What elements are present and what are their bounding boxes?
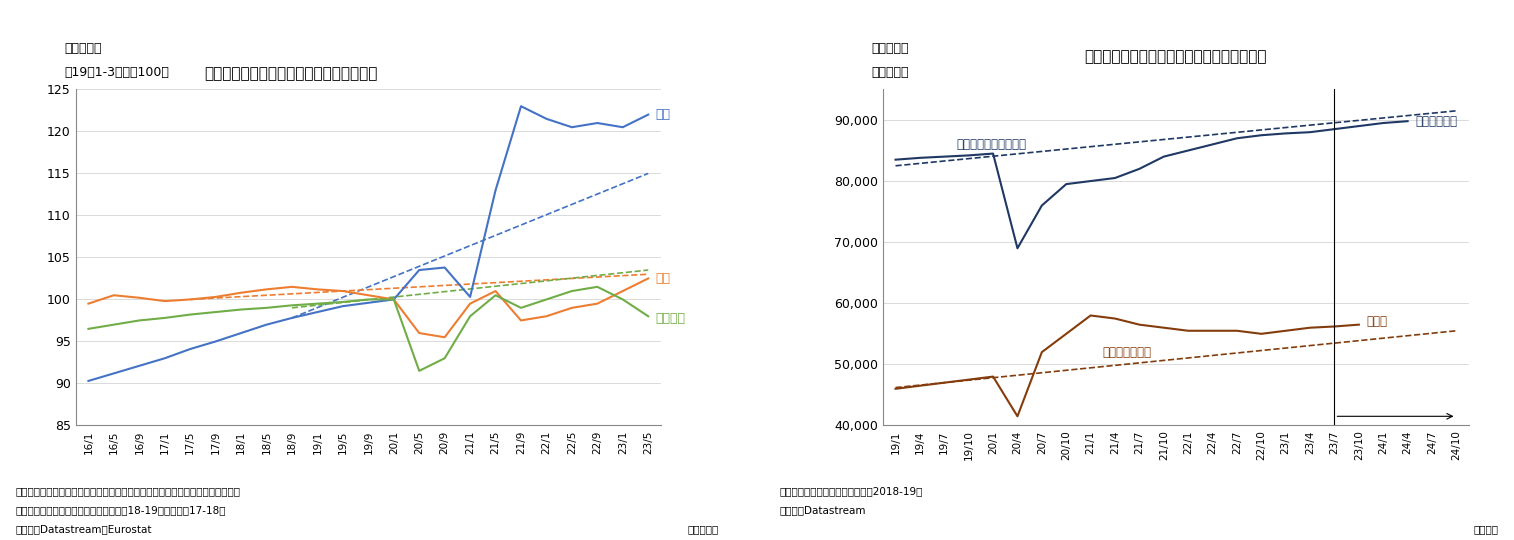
Text: サービス消費トレンド: サービス消費トレンド	[957, 138, 1026, 151]
Text: ユーロ圈: ユーロ圈	[656, 312, 686, 325]
Text: （図表８）: （図表８）	[64, 42, 101, 56]
Text: （図表９）: （図表９）	[872, 42, 908, 56]
Text: 日米欧の個人消費支出（財、実質）の推移: 日米欧の個人消費支出（財、実質）の推移	[204, 66, 378, 81]
Text: 財消費トレンド: 財消費トレンド	[1102, 346, 1152, 359]
Text: 破線はトレンドで米国とユーロ圈が18-19年、日本が17-18年: 破線はトレンドで米国とユーロ圈が18-19年、日本が17-18年	[15, 505, 226, 515]
Text: （注）ユーロ圈はドイツ・フランス・イタリア（耗久財のみスペインを含む）。: （注）ユーロ圈はドイツ・フランス・イタリア（耗久財のみスペインを含む）。	[15, 486, 241, 496]
Text: （四半期）: （四半期）	[687, 524, 719, 534]
Text: （資料）Datastream、Eurostat: （資料）Datastream、Eurostat	[15, 524, 151, 534]
Text: （億ドル）: （億ドル）	[872, 66, 908, 79]
Text: （19年1-3月期＝100）: （19年1-3月期＝100）	[64, 66, 170, 79]
Text: （資料）Datastream: （資料）Datastream	[780, 505, 866, 515]
Text: 米国: 米国	[656, 108, 671, 121]
Title: 米国の財消費・サービス消費（実質）の推移: 米国の財消費・サービス消費（実質）の推移	[1084, 50, 1267, 65]
Text: 財消費: 財消費	[1366, 315, 1387, 328]
Text: サービス消費: サービス消費	[1416, 114, 1456, 127]
Text: （月次）: （月次）	[1473, 524, 1499, 534]
Text: 日本: 日本	[656, 272, 671, 285]
Text: （注）年換算、実質、トレンドは2018-19年: （注）年換算、実質、トレンドは2018-19年	[780, 486, 924, 496]
